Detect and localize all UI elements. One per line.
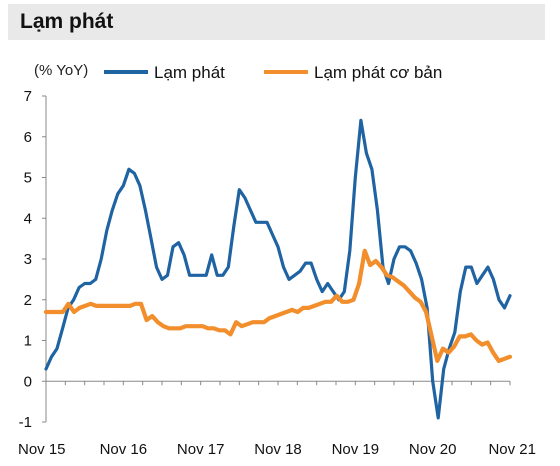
axes: -1 0 1 2 3 4 5 6 7 Nov 15 Nov 16 Nov 17 Nov 18 Nov 19… bbox=[18, 88, 536, 458]
title-bar: Lạm phát bbox=[8, 4, 545, 40]
y-axis-label: (% YoY) bbox=[34, 62, 88, 79]
y-tick-label: 1 bbox=[24, 333, 32, 350]
x-tick-label: Nov 15 bbox=[18, 441, 66, 458]
page-title: Lạm phát bbox=[20, 10, 114, 33]
legend-label-inflation: Lạm phát bbox=[154, 63, 225, 82]
x-tick-label: Nov 17 bbox=[177, 441, 225, 458]
x-tick-label: Nov 20 bbox=[409, 441, 457, 458]
series-layer bbox=[43, 118, 513, 420]
y-tick-label: 7 bbox=[24, 88, 32, 105]
core-inflation-line bbox=[43, 248, 513, 363]
inflation-line bbox=[44, 118, 512, 420]
x-tick-label: Nov 21 bbox=[488, 441, 536, 458]
x-tick-label: Nov 19 bbox=[332, 441, 380, 458]
legend: Lạm phát Lạm phát cơ bản bbox=[104, 63, 442, 82]
legend-label-core-inflation: Lạm phát cơ bản bbox=[314, 63, 442, 82]
y-tick-label: 0 bbox=[24, 373, 32, 390]
x-tick-label: Nov 18 bbox=[254, 441, 302, 458]
y-tick-label: 4 bbox=[24, 210, 32, 227]
x-tick-label: Nov 16 bbox=[100, 441, 148, 458]
y-tick-label: 6 bbox=[24, 129, 32, 146]
y-tick-label: 3 bbox=[24, 251, 32, 268]
y-tick-label: -1 bbox=[19, 414, 32, 431]
y-tick-label: 5 bbox=[24, 170, 32, 187]
y-tick-label: 2 bbox=[24, 292, 32, 309]
